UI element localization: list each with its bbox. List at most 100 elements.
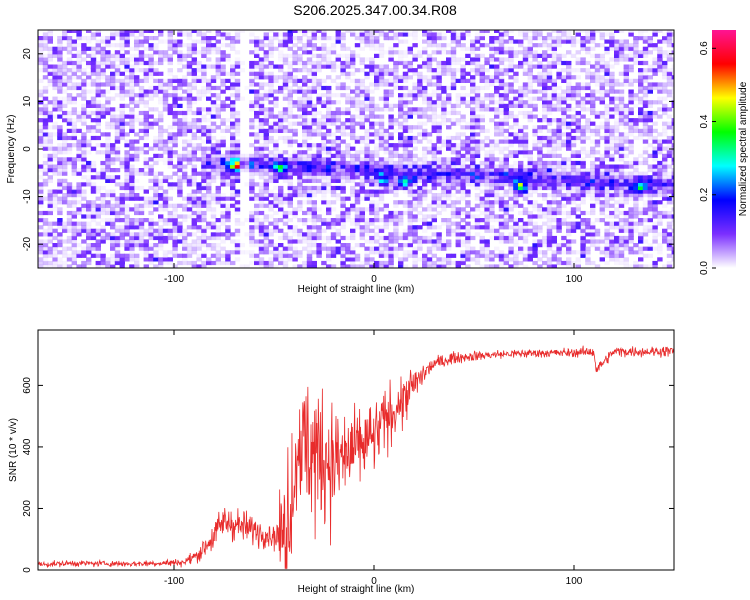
spectrogram-cell [369, 221, 375, 226]
spectrogram-cell [42, 153, 49, 158]
spectrogram-cell [148, 125, 154, 130]
spectrogram-cell [134, 118, 140, 123]
spectrogram-cell [124, 178, 130, 183]
spectrogram-cell [57, 260, 63, 266]
spectrogram-cell [398, 160, 404, 166]
spectrogram-cell [474, 150, 481, 155]
spectrogram-cell [258, 153, 265, 158]
spectrogram-cell [186, 225, 193, 230]
spectrogram-cell [114, 207, 121, 212]
spectrogram-cell [249, 71, 255, 76]
spectrogram-cell [321, 164, 327, 169]
spectrogram-cell [407, 139, 413, 144]
spectrogram-cell [210, 160, 217, 166]
spectrogram-cell [542, 135, 548, 141]
spectrogram-cell [316, 110, 322, 116]
spectrogram-cell [470, 114, 476, 119]
spectrogram-cell [546, 128, 553, 133]
spectrogram-cell [57, 107, 63, 112]
spectrogram-cell [393, 153, 399, 158]
spectrogram-cell [114, 78, 121, 83]
spectrogram-cell [239, 243, 245, 248]
spectrogram-cell [278, 235, 284, 241]
spectrogram-cell [148, 228, 154, 233]
spectrogram-cell [364, 30, 370, 33]
spectrogram-cell [273, 168, 279, 173]
spectrogram-cell [110, 160, 116, 166]
spectrogram-cell [450, 193, 457, 198]
spectrogram-cell [306, 200, 313, 205]
spectrogram-cell [162, 253, 169, 258]
spectrogram-cell [316, 246, 322, 251]
spectrogram-cell [158, 135, 164, 141]
spectrogram-cell [95, 189, 101, 194]
spectrogram-cell [215, 125, 221, 130]
spectrogram-cell [321, 100, 327, 105]
spectrogram-cell [450, 110, 457, 116]
spectrogram-cell [498, 160, 505, 166]
spectrogram-cell [57, 60, 63, 66]
spectrogram-cell [537, 146, 543, 151]
spectrogram-cell [148, 221, 154, 226]
spectrogram-cell [340, 221, 346, 226]
spectrogram-cell [258, 46, 265, 51]
spectrogram-cell [398, 93, 404, 98]
spectrogram-cell [186, 96, 193, 101]
spectrogram-cell [494, 57, 500, 62]
spectrogram-cell [119, 71, 125, 76]
spectrogram-cell [561, 53, 567, 58]
spectrogram-cell [287, 253, 293, 258]
spectrogram-cell [422, 50, 428, 55]
spectrogram-cell [474, 146, 481, 151]
spectrogram-cell [206, 46, 212, 51]
spectrogram-cell [134, 100, 140, 105]
spectrogram-cell [369, 125, 375, 130]
spectrogram-cell [148, 146, 154, 151]
spectrogram-cell [527, 71, 533, 76]
spectrogram-cell [546, 225, 553, 230]
spectrogram-cell [388, 107, 394, 112]
spectrogram-cell [446, 232, 452, 237]
spectrogram-cell [196, 189, 202, 194]
spectrogram-cell [446, 246, 452, 251]
spectrogram-cell [388, 214, 394, 219]
spectrogram-cell [215, 168, 221, 173]
spectrogram-cell [508, 132, 514, 137]
spectrogram-cell [234, 218, 241, 223]
spectrogram-cell [230, 103, 236, 108]
spectrogram-cell [268, 85, 274, 91]
spectrogram-cell [551, 243, 557, 248]
spectrogram-cell [114, 175, 121, 180]
spectrogram-cell [542, 89, 548, 94]
spectrogram-cell [546, 85, 553, 91]
spectrogram-cell [62, 264, 68, 268]
spectrogram-cell [158, 260, 164, 266]
spectrogram-cell [455, 146, 461, 151]
spectrogram-cell [518, 60, 524, 66]
spectrogram-cell [206, 36, 212, 41]
spectrogram-cell [230, 175, 236, 180]
spectrogram-cell [489, 225, 495, 230]
spectrogram-cell [402, 264, 409, 268]
spectrogram-cell [143, 250, 149, 255]
spectrogram-cell [551, 207, 557, 212]
spectrogram-cell [201, 253, 207, 258]
spectrogram-cell [124, 246, 130, 251]
spectrogram-cell [479, 160, 485, 166]
spectrogram-cell [460, 207, 466, 212]
spectrogram-cell [119, 203, 125, 208]
spectrogram-cell [350, 103, 356, 108]
spectrogram-cell [297, 114, 303, 119]
spectrogram-cell [369, 235, 375, 241]
spectrogram-cell [191, 50, 197, 55]
spectrogram-cell [330, 185, 337, 191]
spectrogram-cell [407, 203, 413, 208]
spectrogram-cell [167, 39, 173, 44]
spectrogram-cell [263, 139, 269, 144]
spectrogram-cell [494, 125, 500, 130]
spectrogram-cell [369, 110, 375, 116]
spectrogram-cell [345, 175, 351, 180]
spectrogram-cell [374, 82, 380, 87]
spectrogram-cell [182, 53, 188, 58]
spectrogram-cell [556, 100, 562, 105]
